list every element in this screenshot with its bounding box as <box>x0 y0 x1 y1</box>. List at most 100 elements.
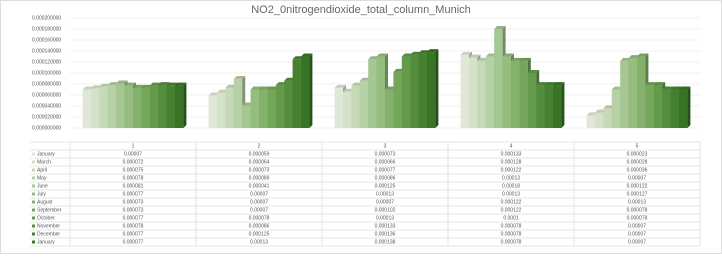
table-cell: 0.00007 <box>376 199 394 205</box>
bar <box>469 57 478 128</box>
legend-swatch <box>32 160 35 164</box>
bar-top <box>502 53 514 57</box>
legend-swatch <box>32 152 35 156</box>
bar <box>82 89 91 128</box>
bar <box>611 89 621 128</box>
legend-label: July <box>37 191 46 197</box>
bar <box>519 60 528 128</box>
table-cell: 0.000072 <box>123 159 144 165</box>
table-cell: 0.00013 <box>502 175 520 181</box>
bar <box>175 85 184 128</box>
table-cell: 0.000081 <box>123 183 144 189</box>
y-tick-label: 0.000160000 <box>32 37 61 43</box>
table-cell: 0.000136 <box>375 231 396 237</box>
legend-label: November <box>37 223 60 229</box>
table-cell: 0.000077 <box>123 215 144 221</box>
table-cell: 0.00018 <box>502 183 520 189</box>
y-tick-label: 0.000040000 <box>32 103 61 109</box>
bar <box>124 85 133 128</box>
bar <box>376 56 385 128</box>
table-cell: 0.000075 <box>123 167 144 173</box>
bar-top <box>637 53 649 57</box>
bar-side <box>561 82 565 128</box>
legend-swatch <box>32 224 35 228</box>
bar-top <box>653 82 666 86</box>
bar <box>427 52 436 128</box>
bar <box>385 89 394 128</box>
chart-title: NO2_0nitrogendioxide_total_column_Munich <box>251 4 471 16</box>
bar-side <box>435 49 439 128</box>
bar-top <box>233 76 246 80</box>
bar-top <box>259 86 271 90</box>
table-cell: 0.000127 <box>627 191 648 197</box>
bar-top <box>158 82 170 86</box>
y-tick-label: 0.000080000 <box>32 81 61 87</box>
x-tick-label: 3 <box>384 143 387 149</box>
table-cell: 0.000078 <box>501 231 522 237</box>
table-cell: 0.000077 <box>123 231 144 237</box>
table-cell: 0.000102 <box>375 207 396 213</box>
bar-top <box>544 82 556 86</box>
bar-top <box>376 53 388 57</box>
bar <box>359 80 369 128</box>
x-tick-label: 2 <box>258 143 261 149</box>
bar <box>217 92 226 128</box>
bar-top <box>679 86 691 90</box>
y-tick-label: 0.000180000 <box>32 26 61 32</box>
bar-top <box>334 84 346 88</box>
table-cell: 0.000077 <box>375 167 396 173</box>
table-cell: 0.000078 <box>123 175 144 181</box>
bar <box>149 85 159 128</box>
table-cell: 0.000133 <box>501 151 522 157</box>
table-cell: 0.000066 <box>375 159 396 165</box>
table-cell: 0.000041 <box>249 183 270 189</box>
bar <box>250 89 259 128</box>
table-cell: 0.000064 <box>249 159 270 165</box>
bar <box>410 54 419 128</box>
bar <box>544 85 553 128</box>
y-tick-label: 0.000100000 <box>32 70 61 76</box>
bar <box>595 112 604 128</box>
table-cell: 0.000125 <box>249 231 270 237</box>
table-cell: 0.000073 <box>375 151 396 157</box>
bar <box>208 95 217 128</box>
table-cell: 0.000122 <box>627 183 648 189</box>
table-cell: 0.000125 <box>375 183 396 189</box>
bar-side <box>309 53 313 128</box>
table-cell: 0.000073 <box>123 199 144 205</box>
table-cell: 0.000078 <box>501 223 522 229</box>
bar <box>368 59 377 128</box>
bar <box>284 80 293 128</box>
legend-swatch <box>32 184 35 188</box>
bar-top <box>301 53 313 57</box>
table-cell: 0.00007 <box>628 223 646 229</box>
bar-top <box>527 70 540 73</box>
bar <box>628 58 637 128</box>
table-cell: 0.00013 <box>502 191 520 197</box>
legend-swatch <box>32 176 35 180</box>
bar <box>553 85 562 128</box>
bar <box>485 56 495 128</box>
bar-top <box>511 57 523 61</box>
legend-label: October <box>37 215 55 221</box>
bar <box>679 89 688 128</box>
bar-side <box>687 86 691 128</box>
bar <box>393 71 402 128</box>
bar-top <box>124 82 136 86</box>
bar-top <box>645 82 657 86</box>
bar-top <box>670 86 682 90</box>
table-cell: 0.000028 <box>627 159 648 165</box>
bar <box>275 85 285 128</box>
bar <box>536 85 545 128</box>
y-tick-label: 0.000200000 <box>32 15 61 21</box>
legend-label: January <box>37 151 55 157</box>
table-cell: 0.00013 <box>250 239 268 245</box>
table-cell: 0.000122 <box>501 199 522 205</box>
bar-top <box>494 26 506 29</box>
table-cell: 0.000077 <box>123 239 144 245</box>
legend-swatch <box>32 192 35 196</box>
bar <box>99 86 108 128</box>
table-cell: 0.000023 <box>627 151 648 157</box>
legend-swatch <box>32 208 35 212</box>
bar <box>158 85 167 128</box>
